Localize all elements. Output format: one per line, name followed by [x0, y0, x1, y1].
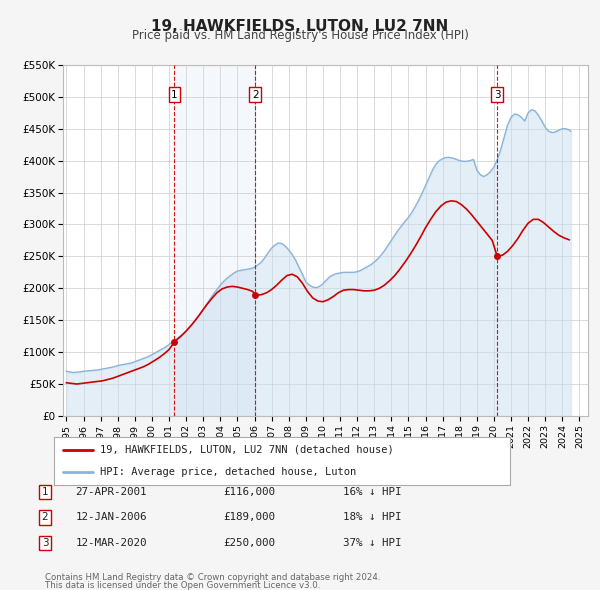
Text: This data is licensed under the Open Government Licence v3.0.: This data is licensed under the Open Gov… [45, 581, 320, 590]
Bar [175, 65, 255, 416]
Text: 37% ↓ HPI: 37% ↓ HPI [343, 538, 401, 548]
Text: £189,000: £189,000 [223, 513, 275, 522]
Text: 2: 2 [252, 90, 259, 100]
Text: 16% ↓ HPI: 16% ↓ HPI [343, 487, 401, 497]
Text: 2: 2 [41, 513, 49, 522]
Text: 19, HAWKFIELDS, LUTON, LU2 7NN: 19, HAWKFIELDS, LUTON, LU2 7NN [151, 19, 449, 34]
Text: Contains HM Land Registry data © Crown copyright and database right 2024.: Contains HM Land Registry data © Crown c… [45, 572, 380, 582]
Text: HPI: Average price, detached house, Luton: HPI: Average price, detached house, Luto… [100, 467, 356, 477]
Text: 1: 1 [41, 487, 49, 497]
Text: 19, HAWKFIELDS, LUTON, LU2 7NN (detached house): 19, HAWKFIELDS, LUTON, LU2 7NN (detached… [100, 445, 394, 455]
Text: 27-APR-2001: 27-APR-2001 [75, 487, 147, 497]
Text: £116,000: £116,000 [223, 487, 275, 497]
Text: 3: 3 [41, 538, 49, 548]
Text: 1: 1 [171, 90, 178, 100]
Text: 3: 3 [494, 90, 500, 100]
Text: £250,000: £250,000 [223, 538, 275, 548]
Text: Price paid vs. HM Land Registry's House Price Index (HPI): Price paid vs. HM Land Registry's House … [131, 30, 469, 42]
Text: 12-JAN-2006: 12-JAN-2006 [75, 513, 147, 522]
Text: 12-MAR-2020: 12-MAR-2020 [75, 538, 147, 548]
Text: 18% ↓ HPI: 18% ↓ HPI [343, 513, 401, 522]
